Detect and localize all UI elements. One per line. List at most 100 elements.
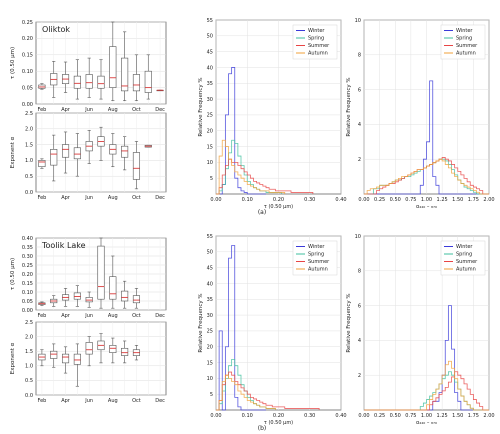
y-tick-label: 0.0 bbox=[25, 393, 33, 399]
box-iqr bbox=[85, 342, 93, 355]
series-autumn bbox=[216, 374, 276, 411]
series-winter bbox=[364, 80, 489, 195]
y-axis-label: Relative Frequency % bbox=[198, 293, 204, 352]
box-apr bbox=[61, 288, 70, 307]
y-tick-label: 20 bbox=[207, 129, 213, 135]
legend-label: Winter bbox=[308, 28, 325, 34]
y-tick-label: 45 bbox=[207, 265, 213, 271]
box-iqr bbox=[109, 276, 117, 300]
x-tick-label: 0.75 bbox=[405, 413, 416, 419]
y-tick-label: 0.05 bbox=[22, 299, 33, 305]
y-tick-label: 0.35 bbox=[22, 245, 33, 251]
y-tick-label: 0.00 bbox=[22, 102, 33, 108]
y-tick-label: 0.10 bbox=[22, 290, 33, 296]
box-sep bbox=[121, 340, 129, 364]
y-tick-label: 1.0 bbox=[25, 364, 33, 370]
box-jun bbox=[85, 130, 93, 164]
y-axis-label: Relative Frequency % bbox=[346, 77, 352, 136]
box-iqr bbox=[109, 46, 117, 88]
box-iqr bbox=[50, 350, 58, 359]
y-tick-label: 4 bbox=[358, 338, 361, 344]
x-tick-label: 0.75 bbox=[405, 197, 416, 203]
y-tick-label: 45 bbox=[207, 49, 213, 55]
x-tick-label: 0.20 bbox=[273, 413, 284, 419]
x-axis-label: α₄₄₀ – ₈₇₀ bbox=[416, 420, 437, 426]
x-tick-label: 0.25 bbox=[374, 413, 385, 419]
x-tick-label: Jun bbox=[84, 195, 93, 201]
box-aug bbox=[109, 133, 117, 168]
box-jul bbox=[97, 333, 105, 364]
box-iqr bbox=[121, 347, 129, 356]
x-axis-label: τ (0.50 µm) bbox=[264, 420, 293, 426]
x-tick-label: Aug bbox=[108, 107, 118, 113]
y-tick-label: 55 bbox=[207, 18, 213, 24]
x-tick-label: Dec bbox=[155, 195, 165, 201]
box-iqr bbox=[121, 145, 129, 158]
y-tick-label: 6 bbox=[358, 87, 361, 93]
box-iqr bbox=[50, 149, 58, 166]
box-iqr bbox=[132, 152, 141, 180]
x-tick-label: 0.40 bbox=[335, 197, 346, 203]
series-autumn bbox=[364, 158, 489, 195]
box-iqr bbox=[73, 353, 81, 365]
x-tick-label: Apr bbox=[61, 398, 71, 404]
x-tick-label: Dec bbox=[155, 313, 165, 319]
box-sep bbox=[121, 31, 129, 102]
x-tick-label: 0.00 bbox=[358, 197, 369, 203]
legend-label: Summer bbox=[456, 259, 478, 265]
y-tick-label: 8 bbox=[358, 53, 361, 59]
y-tick-label: 1.0 bbox=[25, 158, 33, 164]
x-tick-label: Oct bbox=[132, 398, 141, 404]
y-tick-label: 0.0 bbox=[25, 190, 33, 196]
y-tick-label: 35 bbox=[207, 297, 213, 303]
box-mar bbox=[50, 61, 58, 98]
x-tick-label: 0.20 bbox=[273, 197, 284, 203]
x-tick-label: 0.00 bbox=[210, 413, 221, 419]
box-iqr bbox=[144, 70, 152, 93]
box-may bbox=[73, 285, 81, 307]
x-tick-label: Jun bbox=[84, 313, 93, 319]
x-tick-label: 0.50 bbox=[390, 197, 401, 203]
box-nov bbox=[144, 144, 152, 148]
y-tick-label: 2 bbox=[358, 157, 361, 163]
y-tick-label: 1.5 bbox=[25, 142, 33, 148]
y-tick-label: 0.00 bbox=[22, 308, 33, 314]
y-tick-label: 0.25 bbox=[22, 20, 33, 26]
y-tick-label: 40 bbox=[207, 281, 213, 287]
x-tick-label: Aug bbox=[108, 398, 118, 404]
x-tick-label: Feb bbox=[37, 398, 46, 404]
y-tick-label: 10 bbox=[355, 234, 361, 240]
legend-label: Summer bbox=[308, 43, 330, 49]
box-oct bbox=[132, 141, 141, 190]
box-feb bbox=[38, 83, 46, 90]
y-tick-label: 30 bbox=[207, 313, 213, 319]
legend-label: Spring bbox=[308, 252, 324, 258]
y-tick-label: 50 bbox=[207, 34, 213, 40]
x-tick-label: Feb bbox=[37, 107, 46, 113]
x-tick-label: Dec bbox=[155, 107, 165, 113]
y-tick-label: 0.25 bbox=[22, 263, 33, 269]
box-iqr bbox=[61, 353, 70, 364]
x-tick-label: Apr bbox=[61, 107, 71, 113]
box-may bbox=[73, 343, 81, 387]
legend-label: Winter bbox=[456, 28, 473, 34]
box-jun bbox=[85, 336, 93, 367]
legend-label: Spring bbox=[456, 36, 472, 42]
y-tick-label: 0.30 bbox=[22, 254, 33, 260]
x-tick-label: Apr bbox=[61, 195, 71, 201]
y-tick-label: 30 bbox=[207, 97, 213, 103]
y-tick-label: 10 bbox=[355, 18, 361, 24]
y-tick-label: 55 bbox=[207, 234, 213, 240]
y-tick-label: 20 bbox=[207, 345, 213, 351]
y-tick-label: 6 bbox=[358, 303, 361, 309]
panel-label-a: (a) bbox=[258, 209, 266, 216]
series-autumn bbox=[216, 139, 286, 195]
box-jul bbox=[97, 237, 105, 309]
box-iqr bbox=[73, 147, 81, 160]
y-axis-label: τ (0.50 µm) bbox=[10, 258, 16, 290]
box-jun bbox=[85, 291, 93, 308]
box-may bbox=[73, 133, 81, 177]
y-tick-label: 15 bbox=[207, 360, 213, 366]
x-tick-label: Jun bbox=[84, 107, 93, 113]
x-tick-label: Feb bbox=[37, 313, 46, 319]
